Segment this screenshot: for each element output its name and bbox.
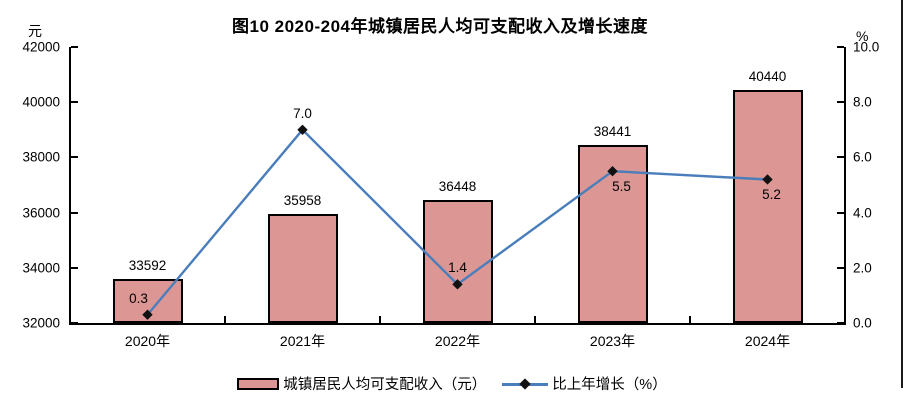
line-legend-swatch: [502, 377, 549, 390]
bar-value-label: 38441: [593, 124, 632, 140]
legend: 城镇居民人均可支配收入（元） 比上年增长（%）: [0, 373, 904, 394]
bar-value-label: 33592: [128, 258, 167, 274]
line-series: [142, 124, 773, 320]
legend-item-bar: 城镇居民人均可支配收入（元）: [237, 373, 486, 394]
diamond-marker-icon: [297, 124, 308, 135]
left-axis-tick: [71, 156, 78, 159]
page-right-border: [901, 0, 903, 388]
left-axis-tick-label: 34000: [22, 260, 60, 276]
left-axis-tick: [71, 46, 78, 48]
right-axis-tick: [837, 322, 844, 324]
left-axis-tick-label: 38000: [22, 149, 60, 165]
x-axis-tick: [379, 316, 381, 323]
line-point-label: 1.4: [448, 260, 467, 276]
bar-legend-label: 城镇居民人均可支配收入（元）: [283, 377, 487, 393]
right-axis-tick: [837, 46, 844, 48]
right-axis-tick-label: 2.0: [853, 260, 872, 276]
left-axis-tick-label: 40000: [22, 94, 60, 110]
x-axis-line: [69, 323, 846, 325]
left-axis-tick: [71, 322, 78, 324]
bar-value-label: 35958: [283, 192, 322, 208]
x-axis-tick: [534, 316, 536, 323]
bar-value-label: 40440: [748, 69, 787, 85]
left-axis-tick: [71, 266, 78, 269]
right-axis-tick: [837, 211, 844, 214]
x-axis-tick: [69, 316, 71, 323]
left-axis-unit: 元: [28, 23, 42, 39]
x-axis-category-label: 2024年: [744, 333, 791, 349]
x-axis-category-label: 2020年: [124, 333, 171, 349]
legend-item-line: 比上年增长（%）: [502, 373, 667, 394]
left-axis-tick-label: 32000: [22, 315, 60, 331]
bar: [732, 90, 803, 323]
x-axis-category-label: 2021年: [279, 333, 326, 349]
x-axis-tick: [844, 316, 846, 323]
right-axis-tick: [837, 101, 844, 104]
left-axis-tick: [71, 211, 78, 214]
x-axis-tick: [689, 316, 691, 323]
right-axis-tick-label: 0.0: [853, 315, 872, 331]
left-axis-line: [69, 47, 71, 325]
right-axis-tick-label: 4.0: [853, 205, 872, 221]
plot-area: 33592 35958 36448 38441 40440 0.3 7.0 1.4 5.5 5.…: [69, 46, 846, 325]
right-axis-tick-label: 8.0: [853, 94, 872, 110]
diamond-marker-icon: [519, 377, 531, 390]
right-axis-tick-label: 6.0: [853, 149, 872, 165]
diamond-marker-icon: [607, 166, 618, 177]
line-point-label: 0.3: [129, 290, 148, 306]
right-axis-tick: [837, 156, 844, 159]
diamond-marker-icon: [452, 279, 463, 290]
diamond-marker-icon: [762, 174, 773, 185]
right-axis-line: [844, 47, 846, 325]
left-axis-tick-label: 42000: [22, 39, 60, 55]
x-axis-category-label: 2023年: [589, 333, 636, 349]
bar-value-label: 36448: [438, 179, 477, 195]
right-axis-tick-label: 10.0: [853, 39, 880, 55]
line-point-label: 5.2: [762, 187, 781, 203]
left-axis-tick-label: 36000: [22, 205, 60, 221]
x-axis-tick: [224, 316, 226, 323]
right-axis-tick: [837, 266, 844, 269]
x-axis-category-label: 2022年: [434, 333, 481, 349]
right-axis-unit: %: [856, 28, 869, 44]
bar-legend-swatch: [237, 377, 280, 390]
line-legend-label: 比上年增长（%）: [552, 377, 667, 393]
chart-title: 图10 2020-204年城镇居民人均可支配收入及增长速度: [232, 17, 648, 36]
line-point-label: 5.5: [612, 179, 631, 195]
bar: [267, 213, 338, 323]
left-axis-tick: [71, 101, 78, 104]
line-point-label: 7.0: [293, 105, 312, 121]
